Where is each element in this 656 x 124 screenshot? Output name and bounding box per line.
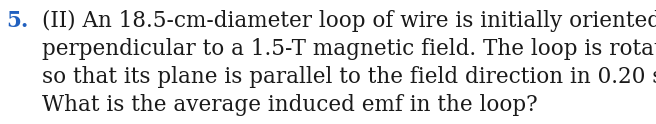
Text: What is the average induced emf in the loop?: What is the average induced emf in the l… — [42, 94, 538, 116]
Text: perpendicular to a 1.5-T magnetic field. The loop is rotated: perpendicular to a 1.5-T magnetic field.… — [42, 38, 656, 60]
Text: 5.: 5. — [6, 10, 28, 32]
Text: so that its plane is parallel to the field direction in 0.20 s.: so that its plane is parallel to the fie… — [42, 66, 656, 88]
Text: (II) An 18.5-cm-diameter loop of wire is initially oriented: (II) An 18.5-cm-diameter loop of wire is… — [42, 10, 656, 32]
